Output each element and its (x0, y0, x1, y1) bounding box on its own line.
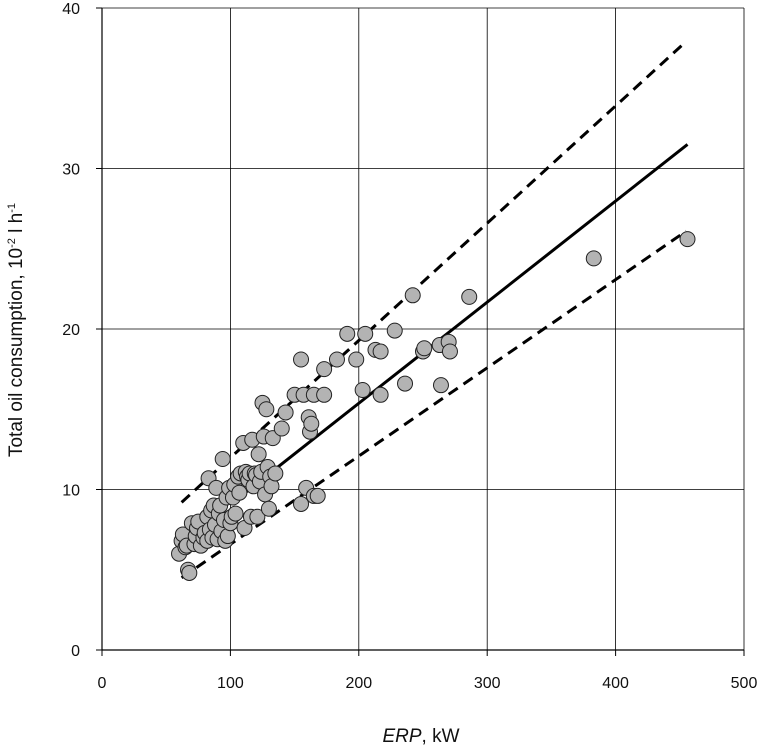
x-axis-title: ERP, kW (382, 726, 459, 747)
data-point-86 (357, 325, 374, 342)
data-point-99 (461, 288, 478, 305)
fit-line (232, 143, 689, 504)
data-point-70 (293, 495, 310, 512)
data-point-62 (260, 500, 277, 517)
x-tick-label-500: 500 (731, 675, 758, 692)
data-point-82 (328, 351, 345, 368)
lower-bound-line (180, 229, 688, 580)
upper-bound-line (180, 43, 684, 504)
y-tick-label-20: 20 (62, 322, 80, 339)
grid-lines (102, 7, 745, 650)
data-point-88 (372, 343, 389, 360)
data-point-54 (250, 446, 267, 463)
data-point-96 (432, 377, 449, 394)
data-point-66 (267, 465, 284, 482)
x-axis-title-unit: , kW (422, 726, 460, 747)
x-tick-label-0: 0 (98, 675, 107, 692)
data-point-90 (386, 322, 403, 339)
data-point-98 (441, 343, 458, 360)
x-axis-title-italic: ERP (382, 726, 421, 747)
y-tick-label-40: 40 (62, 1, 80, 18)
data-point-76 (303, 415, 320, 432)
x-tick-label-300: 300 (474, 675, 501, 692)
data-point-81 (316, 386, 333, 403)
y-tick-label-0: 0 (71, 643, 80, 660)
x-tick-label-400: 400 (602, 675, 629, 692)
data-point-32 (219, 528, 236, 545)
x-tick-label-100: 100 (217, 675, 244, 692)
data-point-80 (316, 361, 333, 378)
data-point-79 (309, 487, 326, 504)
y-axis-title-mid: l h (6, 213, 27, 238)
y-axis-title-main: Total oil consumption, 10 (6, 248, 27, 457)
x-tick-label-200: 200 (345, 675, 372, 692)
data-point-100 (585, 250, 602, 267)
y-axis-title-exponent-1: -2 (6, 238, 18, 248)
data-point-83 (339, 325, 356, 342)
data-point-91 (397, 375, 414, 392)
data-point-6 (181, 564, 198, 581)
data-point-92 (404, 287, 421, 304)
data-point-94 (416, 340, 433, 357)
y-axis-title: Total oil consumption, 10-2 l h-1 (6, 203, 27, 457)
y-tick-label-30: 30 (62, 162, 80, 179)
tick-labels: 0 100 200 300 400 500 0 10 20 30 40 (62, 1, 757, 692)
series-lines (180, 43, 689, 580)
data-point-85 (354, 381, 371, 398)
data-point-89 (372, 386, 389, 403)
data-point-40 (231, 484, 248, 501)
data-point-53 (249, 508, 266, 525)
data-point-68 (277, 404, 294, 421)
data-point-71 (293, 351, 310, 368)
data-point-38 (227, 505, 244, 522)
axes (96, 7, 745, 656)
y-axis-title-exponent-2: -1 (6, 203, 18, 213)
data-point-101 (679, 231, 696, 248)
data-points (171, 231, 696, 581)
data-point-28 (214, 451, 231, 468)
data-point-60 (258, 401, 275, 418)
data-point-67 (273, 420, 290, 437)
data-point-84 (348, 351, 365, 368)
y-tick-label-10: 10 (62, 483, 80, 500)
